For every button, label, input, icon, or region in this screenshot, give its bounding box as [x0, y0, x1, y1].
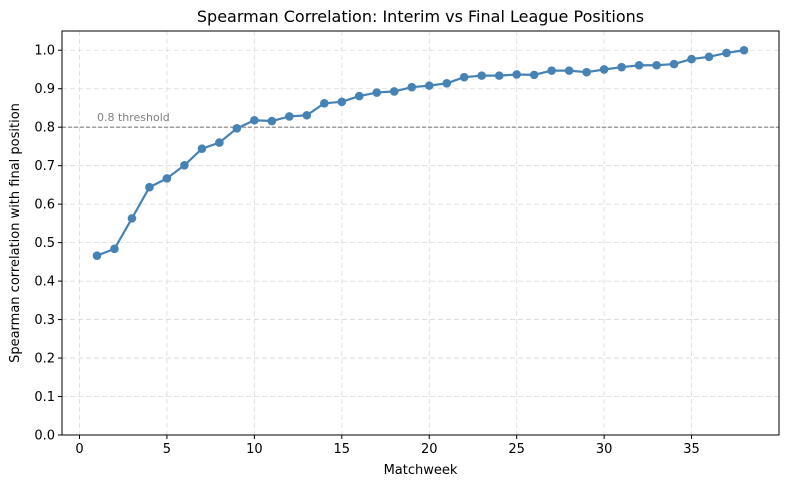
x-tick-label: 30 [596, 442, 613, 457]
data-point [337, 97, 347, 107]
data-point [424, 81, 434, 90]
y-tick-label: 0.2 [34, 352, 55, 367]
data-point [564, 66, 574, 75]
x-tick-label: 10 [246, 442, 263, 457]
data-point [547, 66, 556, 75]
data-point [739, 45, 749, 55]
y-axis-label: Spearman correlation with final position [8, 103, 23, 363]
data-point [285, 112, 294, 121]
data-point [267, 116, 277, 126]
y-tick-label: 0.3 [34, 313, 55, 328]
data-point [512, 70, 521, 79]
data-point [722, 48, 731, 58]
data-point [669, 59, 679, 69]
x-tick-label: 15 [334, 442, 351, 457]
data-point [215, 138, 224, 147]
x-tick-label: 0 [75, 442, 83, 457]
data-point [110, 244, 119, 254]
y-tick-label: 0.0 [34, 429, 55, 444]
data-point [127, 214, 137, 223]
data-point [162, 174, 172, 183]
data-point [250, 115, 259, 125]
data-point [372, 88, 382, 97]
data-point [354, 91, 364, 101]
x-tick-label: 20 [421, 442, 438, 457]
reference-line-layer: 0.8 threshold [62, 111, 779, 128]
data-point [634, 60, 644, 70]
data-point [459, 72, 469, 82]
tick-layer: 0 5 10 15 20 25 30 35 0.0 0.1 0.2 0.3 0.4 0.5 0.6 0.7 0.… [34, 44, 700, 457]
data-point [407, 82, 417, 92]
data-point [389, 87, 399, 96]
data-point [232, 124, 242, 133]
data-point [145, 182, 154, 192]
y-tick-label: 0.7 [34, 159, 55, 174]
data-point [687, 54, 696, 64]
threshold-label: 0.8 threshold [97, 111, 170, 124]
data-point [617, 62, 626, 72]
data-point [442, 79, 452, 88]
data-point [599, 65, 609, 74]
y-tick-label: 0.1 [34, 390, 55, 405]
data-point [180, 160, 189, 170]
y-tick-label: 0.6 [34, 198, 55, 213]
y-tick-label: 0.5 [34, 236, 55, 251]
x-axis-label: Matchweek [384, 463, 458, 478]
chart-title: Spearman Correlation: Interim vs Final L… [197, 7, 644, 26]
data-point [652, 60, 661, 70]
x-tick-label: 35 [683, 442, 700, 457]
data-point [494, 71, 504, 80]
plot-frame [61, 30, 780, 436]
data-point [92, 251, 102, 261]
data-point [477, 71, 487, 80]
data-point [197, 144, 207, 154]
x-tick-label: 25 [508, 442, 525, 457]
data-point [704, 52, 714, 62]
data-point [582, 67, 591, 77]
y-tick-label: 0.4 [34, 275, 55, 290]
data-point [529, 70, 539, 80]
y-tick-label: 1.0 [34, 44, 55, 59]
data-point [320, 99, 329, 108]
y-tick-label: 0.9 [34, 82, 55, 97]
series-layer [92, 45, 749, 261]
data-point [302, 110, 312, 120]
x-tick-label: 5 [163, 442, 171, 457]
y-tick-label: 0.8 [34, 121, 55, 136]
